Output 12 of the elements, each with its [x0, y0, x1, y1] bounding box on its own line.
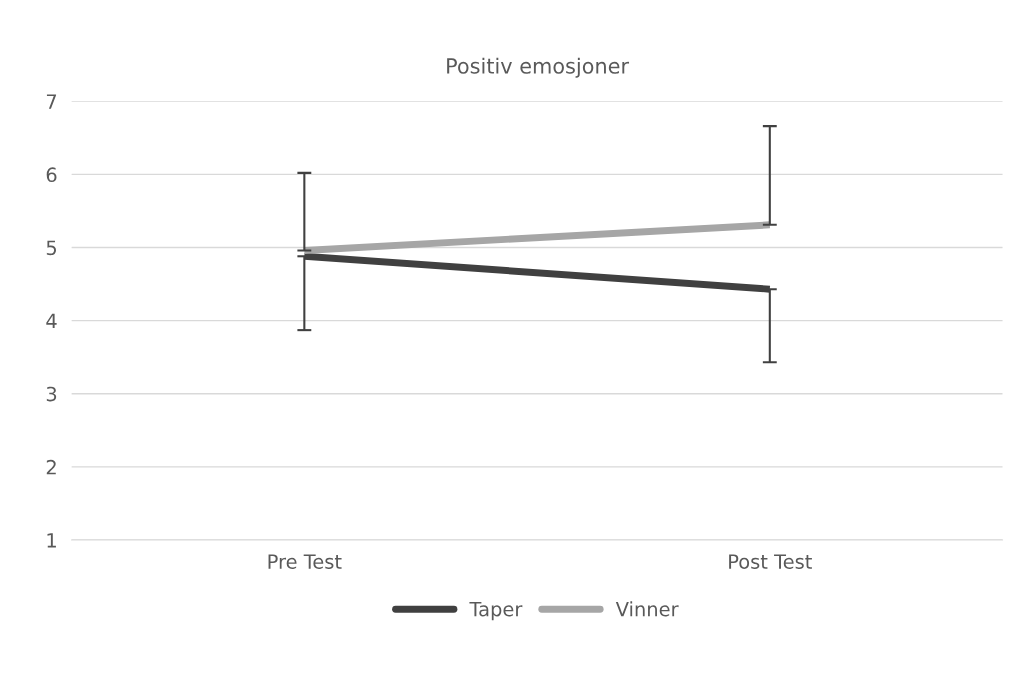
chart-title: Positiv emosjoner [447, 57, 630, 78]
y-tick-label: 1 [47, 533, 56, 548]
y-tick-label: 4 [46, 313, 57, 329]
y-tick-label: 2 [46, 459, 56, 475]
y-tick-label: 6 [46, 167, 57, 183]
x-tick-label: Pre Test [268, 554, 342, 569]
y-tick-label: 3 [46, 386, 57, 402]
y-tick-label: 5 [46, 240, 57, 256]
legend-label: Vinner [615, 601, 679, 617]
x-tick-label: Post Test [729, 554, 812, 569]
y-tick-label: 7 [46, 94, 57, 109]
legend-label: Taper [469, 601, 523, 621]
